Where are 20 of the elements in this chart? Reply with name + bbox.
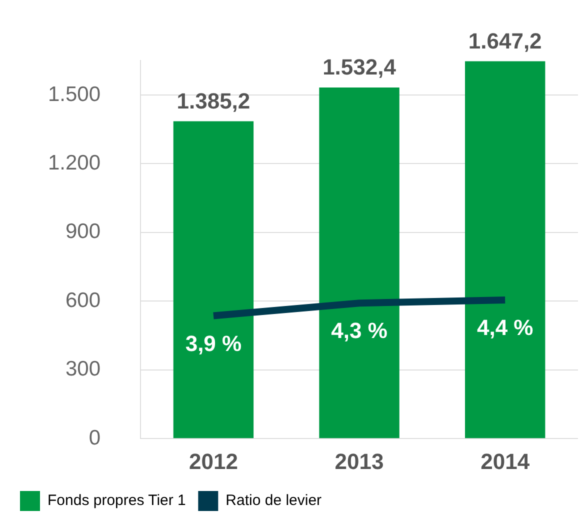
- legend-label: Fonds propres Tier 1: [48, 492, 186, 510]
- data-label: 1.647,2: [468, 28, 542, 54]
- legend-label: Ratio de levier: [226, 492, 322, 510]
- y-tick-label: 900: [66, 220, 101, 244]
- y-tick-label: 1.200: [48, 151, 101, 174]
- y-tick-label: 0: [88, 426, 101, 450]
- x-tick-label: 2014: [480, 448, 530, 474]
- data-label: 1.385,2: [176, 88, 250, 114]
- bar: [173, 121, 254, 438]
- bar: [319, 88, 400, 438]
- data-label: 4,3 %: [331, 318, 388, 344]
- data-label: 1.532,4: [322, 54, 397, 80]
- y-tick-label: 300: [66, 358, 101, 381]
- y-tick-label: 1.500: [48, 82, 101, 106]
- x-tick-label: 2012: [188, 448, 238, 474]
- data-label: 4,4 %: [476, 315, 534, 340]
- data-label: 3,9 %: [185, 330, 242, 356]
- y-tick-label: 600: [66, 288, 101, 312]
- x-tick-label: 2013: [334, 448, 384, 474]
- bar: [464, 61, 546, 438]
